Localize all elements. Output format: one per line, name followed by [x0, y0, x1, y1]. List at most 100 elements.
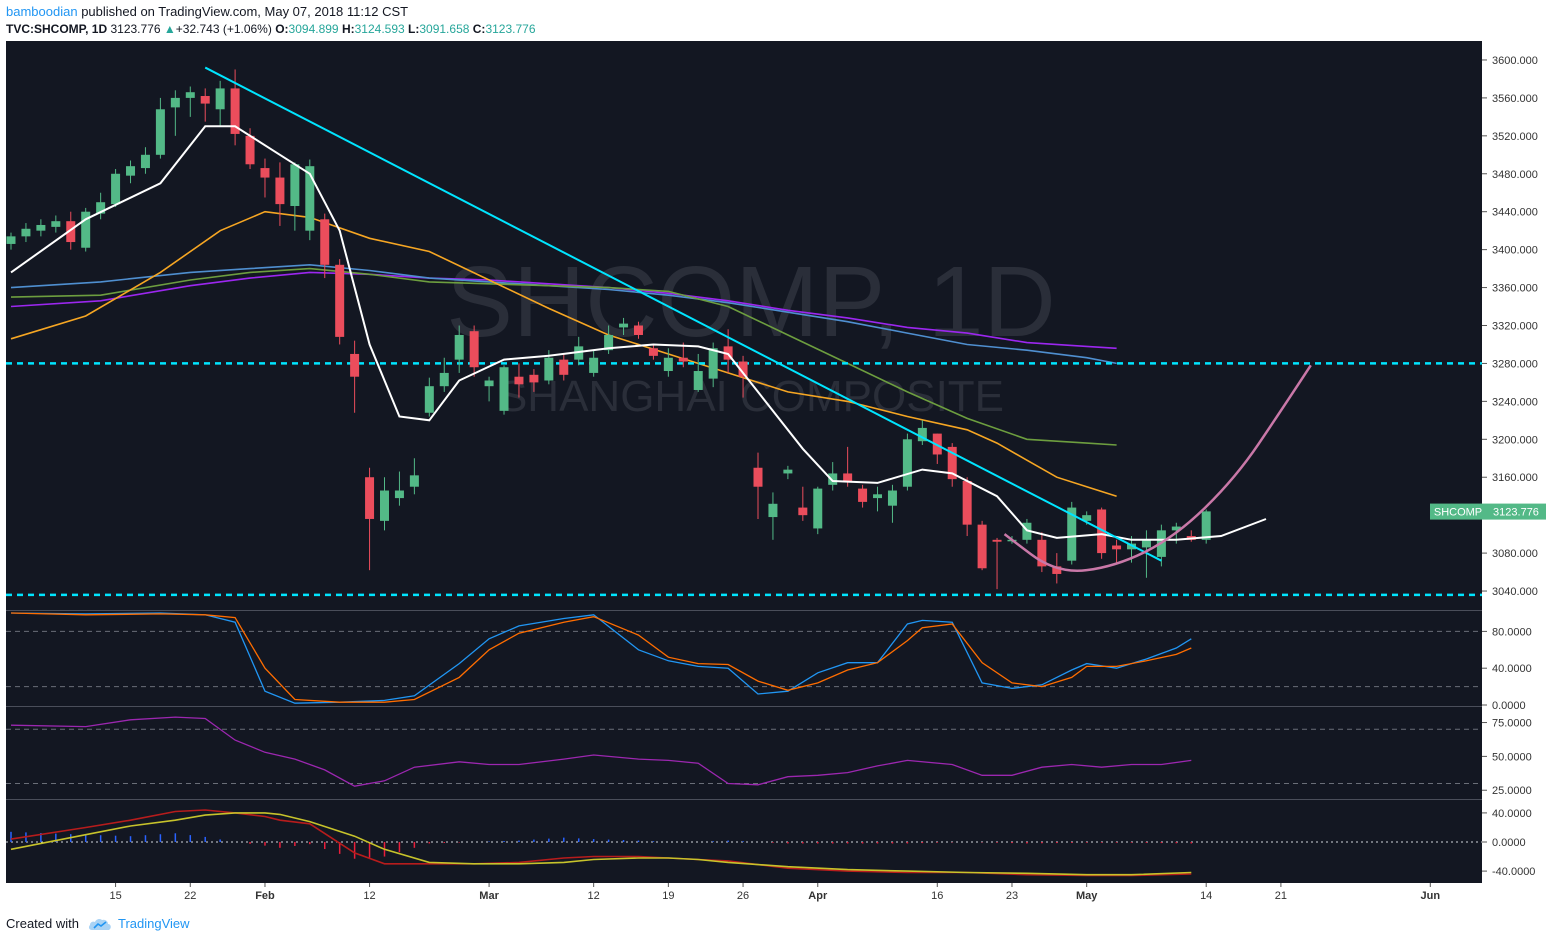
rsi-tick-label: 25.0000: [1492, 785, 1532, 797]
ema-20-line: [10, 210, 1117, 497]
candle-down: [843, 473, 853, 482]
candle-up: [768, 503, 778, 518]
candle-up: [813, 488, 823, 529]
candle-up: [1082, 515, 1092, 521]
price-tick-label: 3360.000: [1492, 283, 1538, 295]
candle-up: [21, 228, 31, 237]
tradingview-cloud-icon: [88, 918, 111, 930]
time-tick-label: 23: [1006, 890, 1018, 902]
price-label-value-box: [1486, 503, 1546, 520]
candle-down: [514, 376, 524, 385]
author-link[interactable]: bamboodian: [6, 4, 78, 19]
high-label: H:: [341, 22, 355, 36]
candle-up: [1141, 539, 1151, 548]
downtrend-line: [204, 66, 1162, 562]
tradingview-link[interactable]: TradingView: [118, 916, 190, 931]
candle-down: [753, 467, 763, 487]
pane-separator: [6, 706, 1482, 707]
candle-up: [96, 202, 106, 214]
candle-down: [275, 177, 285, 205]
candle-down: [992, 539, 1002, 542]
candle-up: [589, 357, 599, 373]
candle-up: [454, 334, 464, 360]
candle-up: [708, 348, 718, 379]
candle-up: [409, 475, 419, 487]
price-tick-label: 3480.000: [1492, 169, 1538, 181]
candle-up: [783, 469, 793, 474]
candle-down: [260, 168, 270, 178]
close-value: 3123.776: [485, 22, 536, 36]
candle-up: [1201, 511, 1211, 540]
pane-separator: [6, 799, 1482, 800]
ema-50-line: [10, 267, 1117, 446]
open-value: 3094.899: [288, 22, 339, 36]
candle-down: [469, 331, 479, 368]
price-tick-label: 3600.000: [1492, 55, 1538, 67]
candle-up: [81, 211, 91, 248]
price-tick-label: 3040.000: [1492, 586, 1538, 598]
candle-up: [499, 367, 509, 411]
stoch-tick-label: 0.0000: [1492, 700, 1526, 712]
price-tick-label: 3280.000: [1492, 358, 1538, 370]
candle-up: [693, 371, 703, 390]
candle-down: [1052, 566, 1062, 574]
candle-down: [947, 446, 957, 480]
candle-down: [245, 135, 255, 165]
time-tick-label: Mar: [479, 890, 499, 902]
stoch-tick-label: 40.0000: [1492, 663, 1532, 675]
watermark-symbol: SHCOMP, 1D: [446, 246, 1055, 358]
candle-up: [663, 357, 673, 372]
candle-down: [559, 359, 569, 375]
candle-down: [1037, 539, 1047, 567]
publication-line: bamboodian published on TradingView.com,…: [6, 4, 408, 19]
candle-up: [828, 473, 838, 485]
time-tick-label: 12: [588, 890, 600, 902]
price-tick-label: 3520.000: [1492, 131, 1538, 143]
candle-up: [1067, 507, 1077, 561]
footer: Created with TradingView: [0, 906, 1552, 942]
macd-signal-line: [10, 812, 1192, 876]
candle-down: [633, 325, 643, 335]
price-label-symbol-box: [1430, 503, 1486, 520]
price-tick-label: 3200.000: [1492, 434, 1538, 446]
candle-up: [290, 164, 300, 207]
candle-up: [6, 236, 16, 244]
candle-down: [738, 361, 748, 377]
stoch-k-line: [10, 612, 1192, 704]
cup-projection-curve: [1003, 364, 1312, 572]
candle-up: [1171, 526, 1181, 531]
time-tick-label: 26: [737, 890, 749, 902]
candle-up: [619, 323, 629, 328]
price-tick-label: 3560.000: [1492, 93, 1538, 105]
candle-down: [66, 221, 76, 243]
candle-up: [155, 109, 165, 155]
open-label: O:: [275, 22, 289, 36]
rsi-line: [10, 716, 1192, 787]
price-tick-label: 3080.000: [1492, 548, 1538, 560]
price-label-value: 3123.776: [1493, 507, 1539, 519]
candle-up: [140, 154, 150, 169]
candle-up: [917, 427, 927, 442]
candle-down: [977, 524, 987, 569]
symbol-label: TVC:SHCOMP, 1D: [6, 22, 108, 36]
candle-down: [1097, 509, 1107, 554]
candle-up: [887, 490, 897, 506]
candle-down: [529, 374, 539, 383]
candle-up: [424, 386, 434, 413]
candle-up: [36, 224, 46, 231]
candle-down: [335, 264, 345, 337]
ema-100-line: [10, 263, 1117, 365]
candle-up: [604, 334, 614, 351]
candle-up: [544, 357, 554, 381]
price-tick-label: 3320.000: [1492, 321, 1538, 333]
price-tick-label: 3400.000: [1492, 245, 1538, 257]
price-label-symbol: SHCOMP: [1434, 507, 1482, 519]
time-tick-label: 15: [109, 890, 121, 902]
time-tick-label: Feb: [255, 890, 275, 902]
stoch-tick-label: 80.0000: [1492, 626, 1532, 638]
candle-up: [51, 221, 61, 227]
time-tick-label: Jun: [1421, 890, 1441, 902]
time-tick-label: 14: [1200, 890, 1212, 902]
candle-up: [126, 166, 136, 176]
